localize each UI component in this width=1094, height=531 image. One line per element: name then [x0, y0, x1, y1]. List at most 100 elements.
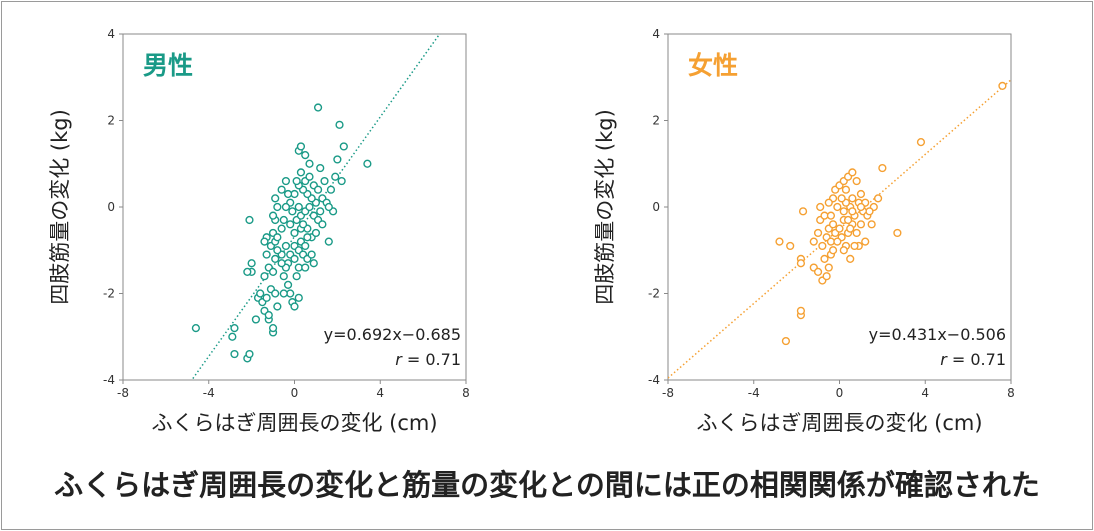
r-symbol: r	[940, 350, 948, 369]
data-point	[839, 207, 848, 216]
data-point	[262, 250, 271, 259]
data-point	[324, 237, 333, 246]
data-point	[311, 228, 321, 238]
data-point	[264, 311, 273, 320]
x-tick-label: -4	[203, 386, 215, 400]
data-point	[292, 272, 301, 281]
y-tick-label: -4	[648, 373, 660, 387]
data-point	[313, 103, 323, 112]
data-point	[809, 237, 818, 246]
data-point	[307, 250, 316, 259]
chart-title: 女性	[688, 51, 738, 80]
data-point	[281, 202, 291, 212]
data-point	[294, 202, 303, 212]
y-tick-label: 4	[652, 27, 660, 41]
data-point	[865, 207, 874, 216]
data-point	[846, 254, 855, 264]
data-point	[301, 151, 310, 160]
data-point	[878, 163, 887, 173]
data-point	[833, 237, 842, 246]
data-point	[841, 185, 851, 194]
data-point	[271, 289, 280, 298]
y-axis-label: 四肢筋量の変化 (kg)	[593, 109, 617, 305]
data-point	[813, 267, 823, 276]
r-value: = 0.71	[947, 350, 1006, 369]
data-point	[856, 202, 866, 212]
data-point	[775, 237, 784, 246]
data-point	[271, 194, 280, 203]
data-point	[324, 202, 333, 212]
x-tick-label: 0	[291, 386, 299, 400]
data-point	[363, 159, 372, 168]
data-point	[260, 237, 269, 246]
x-axis-label: ふくらはぎ周囲長の変化 (cm)	[151, 411, 437, 435]
x-tick-label: -8	[117, 386, 129, 400]
data-point	[256, 289, 265, 298]
data-point	[273, 302, 282, 311]
data-point	[245, 349, 254, 359]
y-tick-label: -4	[103, 373, 115, 387]
data-point	[268, 211, 278, 220]
data-point	[247, 259, 256, 268]
y-tick-label: -2	[103, 287, 115, 301]
data-point	[279, 215, 288, 225]
r-symbol: r	[395, 350, 403, 369]
data-point	[820, 254, 829, 264]
y-axis-label: 四肢筋量の変化 (kg)	[48, 109, 72, 305]
data-point	[856, 189, 866, 199]
data-point	[318, 220, 327, 229]
data-point	[228, 332, 237, 341]
y-tick-label: 2	[652, 114, 660, 128]
data-point	[309, 259, 318, 268]
data-point	[861, 237, 870, 246]
x-tick-label: -8	[662, 386, 674, 400]
x-tick-label: 8	[1007, 386, 1015, 400]
data-point	[867, 220, 876, 229]
correlation-coefficient: r = 0.71	[395, 350, 461, 369]
data-point	[294, 293, 303, 302]
data-point	[850, 241, 859, 251]
data-point	[296, 168, 306, 177]
data-point	[781, 336, 791, 346]
conclusion-caption: ふくらはぎ周囲長の変化と筋量の変化との間には正の相関関係が確認された	[54, 468, 1040, 502]
data-point	[277, 224, 286, 233]
data-point	[816, 202, 825, 212]
data-point	[316, 163, 325, 173]
data-point	[303, 233, 312, 242]
data-point	[337, 176, 346, 186]
data-point	[230, 324, 239, 333]
data-point	[268, 324, 278, 333]
data-point	[798, 207, 808, 216]
data-point	[873, 194, 883, 203]
data-point	[786, 241, 795, 251]
data-point	[286, 220, 295, 229]
data-point	[824, 198, 833, 207]
data-point	[335, 120, 344, 129]
data-point	[298, 220, 308, 229]
data-point	[826, 211, 836, 220]
r-value: = 0.71	[402, 350, 461, 369]
x-tick-label: 4	[921, 386, 929, 400]
data-point	[848, 194, 857, 203]
data-point	[339, 142, 348, 151]
data-point	[288, 207, 297, 216]
data-point	[277, 259, 286, 268]
y-tick-label: 0	[107, 200, 115, 214]
data-point	[292, 176, 301, 186]
data-point	[843, 215, 853, 225]
data-point	[837, 194, 846, 203]
y-tick-label: -2	[648, 287, 660, 301]
data-point	[290, 254, 299, 264]
y-tick-label: 2	[107, 114, 115, 128]
data-point	[822, 272, 831, 281]
data-point	[283, 189, 293, 199]
data-point	[313, 185, 323, 194]
data-point	[818, 241, 827, 251]
data-point	[262, 293, 271, 302]
data-point	[848, 207, 857, 216]
data-point	[191, 324, 200, 333]
data-point	[301, 241, 310, 251]
regression-equation: y=0.692x−0.685	[324, 325, 461, 344]
